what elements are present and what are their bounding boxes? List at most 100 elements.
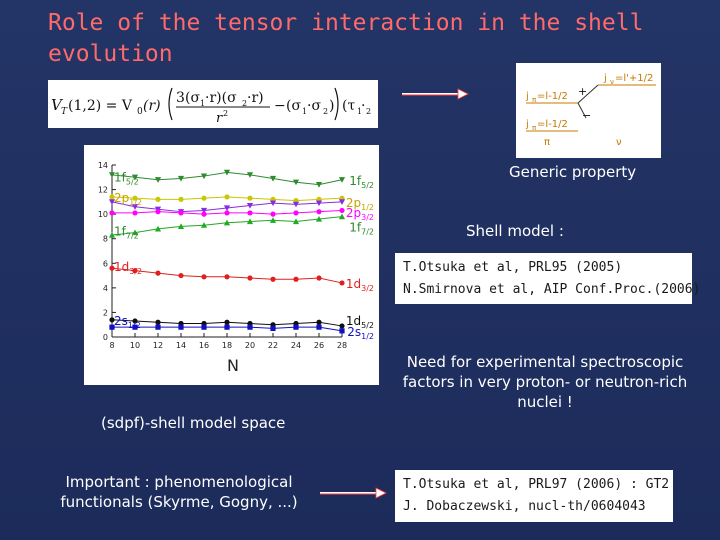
data-point [155, 196, 161, 202]
data-point [338, 177, 346, 183]
data-point [316, 209, 322, 215]
ref-item: T.Otsuka et al, PRL95 (2005) [403, 260, 623, 275]
data-point [224, 324, 230, 330]
level-label-right: 1d3/2 [346, 277, 374, 293]
data-point [338, 213, 346, 220]
data-point [155, 270, 161, 276]
data-point [200, 207, 208, 214]
data-point [132, 268, 138, 274]
data-point [338, 199, 346, 205]
inset-top-rest: =l'+1/2 [615, 73, 653, 84]
inset-lower-rest: =l-1/2 [537, 119, 568, 130]
data-point [339, 207, 345, 214]
formula-args: (1,2) = V [68, 98, 133, 114]
y-tick-label: 12 [98, 186, 108, 195]
level-label-left: 1d3/2 [114, 260, 142, 276]
data-point [109, 317, 115, 323]
formula-dot-r2: ·r) [247, 90, 264, 106]
data-point [154, 177, 162, 183]
refs-box-1: T.Otsuka et al, PRL95 (2005) N.Smirnova … [395, 253, 701, 304]
formula-s2: 2 [242, 99, 247, 108]
formula-lhs: V [51, 96, 64, 114]
data-point [247, 324, 253, 330]
ref-item: J. Dobaczewski, nucl-th/0604043 [403, 499, 646, 514]
formula-sigma-dot: ·σ [307, 98, 321, 114]
data-point [201, 324, 207, 330]
inset-pi: π [544, 137, 550, 148]
y-tick-label: 0 [103, 333, 108, 342]
data-point [315, 200, 323, 207]
data-point [132, 195, 138, 201]
inset-upper-label: j [525, 91, 529, 102]
inset-top-sub: ν [610, 78, 614, 86]
data-point [339, 280, 345, 286]
y-tick-label: 4 [103, 284, 108, 293]
data-point [316, 324, 322, 330]
inset-lower-sub: π [532, 124, 537, 132]
data-point [316, 319, 322, 325]
data-point [315, 182, 323, 188]
x-tick-label: 22 [268, 341, 278, 350]
formula-s1: 1 [200, 99, 205, 108]
data-point [200, 222, 208, 228]
formula-s1b: 1 [302, 107, 307, 116]
y-tick-label: 14 [98, 161, 108, 170]
x-tick-label: 20 [245, 341, 255, 350]
x-tick-label: 12 [153, 341, 163, 350]
data-point [108, 172, 116, 178]
level-label-right: 1f7/2 [349, 221, 374, 237]
inset-upper-rest: =l-1/2 [537, 91, 568, 102]
data-point [223, 169, 231, 176]
data-point [155, 209, 161, 215]
data-point [131, 204, 139, 210]
x-tick-label: 16 [199, 341, 209, 350]
ref-item: N.Smirnova et al, AIP Conf.Proc.(2006) [403, 282, 701, 297]
formula-three: 3 [176, 90, 185, 106]
data-point [316, 275, 322, 281]
data-point [178, 210, 184, 216]
formula-close: ) [329, 98, 334, 114]
data-point [224, 194, 230, 200]
level-label-right: 1d5/2 [346, 314, 374, 330]
inset-nu: ν [616, 137, 622, 148]
data-point [109, 210, 115, 216]
data-point [339, 323, 345, 329]
important-note: Important : phenomenological functionals… [60, 473, 298, 511]
data-point [270, 211, 276, 217]
formula-sigma-pair: (σ [286, 98, 301, 114]
x-tick-label: 10 [130, 341, 140, 350]
x-tick-label: 28 [337, 341, 347, 350]
data-point [246, 202, 254, 209]
data-point [292, 201, 300, 208]
need-note: Need for experimental spectroscopic fact… [402, 353, 688, 411]
data-point [154, 225, 162, 232]
generic-property-label: Generic property [509, 163, 637, 181]
level-label-left: 2p1/2 [114, 191, 142, 207]
data-point [247, 210, 253, 216]
data-point [270, 325, 276, 331]
y-tick-label: 2 [103, 308, 108, 317]
data-point [223, 219, 231, 226]
y-tick-label: 10 [98, 210, 108, 219]
level-label-left: 2s1/2 [114, 314, 141, 330]
formula-tau: (τ [342, 98, 355, 114]
tensor-inset-diagram: j ν =l'+1/2 j π =l-1/2 j π =l-1/2 π ν + … [516, 63, 661, 158]
shell-model-label: Shell model : [466, 222, 564, 240]
formula-sigma1: (σ [185, 90, 200, 106]
level-label-right: 2p1/2 [346, 196, 374, 212]
x-tick-label: 8 [109, 341, 114, 350]
data-point [339, 328, 345, 334]
y-tick-label: 6 [103, 259, 108, 268]
arrow-right-icon [320, 487, 387, 499]
formula-r2-exp: 2 [223, 109, 228, 118]
data-point [269, 217, 277, 223]
level-label-right: 2p3/2 [346, 206, 374, 222]
level-label-right: 2s1/2 [347, 325, 374, 341]
x-tick-label: 24 [291, 341, 301, 350]
data-point [109, 265, 115, 271]
data-point [293, 276, 299, 282]
formula-tau-dot: · [361, 98, 365, 114]
data-point [155, 324, 161, 330]
formula-s2b: 2 [323, 107, 328, 116]
